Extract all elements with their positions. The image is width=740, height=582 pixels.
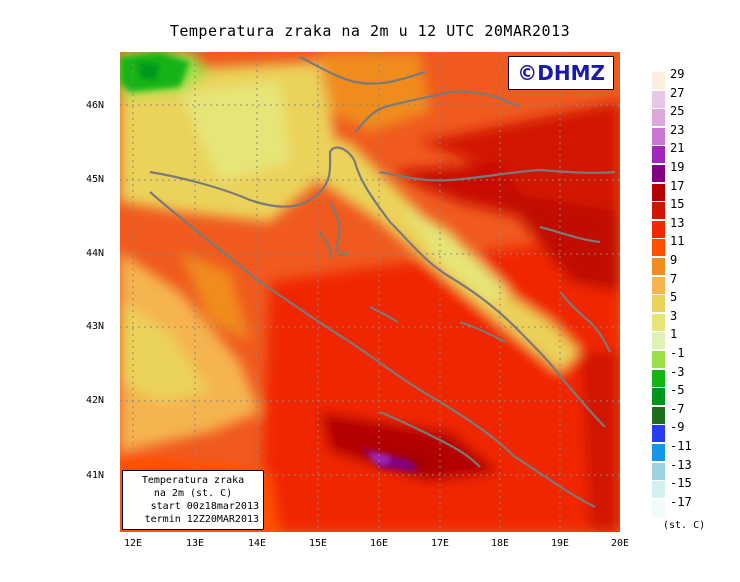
legend-label: 27	[670, 85, 685, 100]
lon-label: 18E	[490, 538, 510, 549]
legend-swatch	[652, 165, 665, 182]
legend-swatch	[652, 202, 665, 220]
legend-swatch	[652, 295, 665, 313]
legend-swatch	[652, 220, 665, 238]
lon-label: 14E	[247, 538, 267, 549]
legend-label: 19	[670, 160, 685, 174]
info-box: Temperatura zraka na 2m (st. C) start 00…	[122, 470, 264, 530]
legend-label: -13	[670, 457, 692, 472]
legend-label: -11	[670, 439, 692, 453]
coastlines	[149, 56, 616, 508]
legend-swatch	[652, 351, 665, 368]
legend-label: -3	[670, 364, 685, 379]
legend-label: 29	[670, 67, 685, 81]
lon-label: 20E	[610, 538, 630, 549]
legend-label: 11	[670, 234, 685, 249]
legend-swatch	[652, 109, 665, 127]
legend-label: -9	[670, 420, 685, 435]
legend-label: -15	[670, 476, 692, 491]
lon-label: 16E	[369, 538, 389, 549]
lat-label: 45N	[86, 174, 105, 185]
grid-lines	[120, 52, 620, 532]
legend-swatch	[652, 499, 665, 517]
legend-swatch	[652, 313, 665, 331]
lat-label: 42N	[86, 395, 105, 406]
info-line-variable: Temperatura zraka	[141, 475, 245, 486]
legend-label: 15	[670, 197, 685, 212]
lon-label: 15E	[308, 538, 328, 549]
info-line-valid: termin 12Z20MAR2013	[144, 514, 259, 525]
dhmz-logo: ©DHMZ	[508, 56, 614, 90]
legend-label: 7	[670, 271, 678, 286]
lat-label: 41N	[86, 470, 105, 481]
lon-label: 19E	[550, 538, 570, 549]
legend-swatch	[652, 425, 665, 443]
legend-swatch	[652, 481, 665, 499]
legend-label: -1	[670, 346, 685, 360]
lat-label: 43N	[86, 321, 105, 332]
legend-units: (st. C)	[663, 520, 706, 531]
legend-swatch	[652, 332, 665, 350]
lon-label: 17E	[430, 538, 450, 549]
map-canvas	[120, 52, 620, 532]
legend-swatch	[652, 276, 665, 294]
legend-label: 3	[670, 308, 678, 323]
lon-label: 12E	[123, 538, 143, 549]
legend-swatch	[652, 444, 665, 461]
legend-swatch	[652, 72, 665, 89]
legend-swatch	[652, 90, 665, 108]
legend-swatch	[652, 258, 665, 275]
legend-label: 13	[670, 215, 685, 230]
legend-label: 23	[670, 122, 685, 137]
legend-label: 9	[670, 253, 678, 267]
legend-swatch	[652, 183, 665, 201]
legend-swatch	[652, 388, 665, 406]
lat-label: 46N	[86, 100, 105, 111]
legend-swatch	[652, 127, 665, 145]
lon-label: 13E	[185, 538, 205, 549]
legend-swatch	[652, 462, 665, 480]
legend-label: 5	[670, 290, 678, 305]
info-line-units: na 2m (st. C)	[153, 488, 233, 499]
legend-label: -5	[670, 383, 685, 398]
legend-label: 21	[670, 141, 685, 156]
legend-label: -7	[670, 401, 685, 416]
map-title: Temperatura zraka na 2m u 12 UTC 20MAR20…	[169, 22, 571, 40]
legend-swatch	[652, 146, 665, 164]
legend-label: 25	[670, 104, 685, 119]
info-line-start: start 00z18mar2013	[150, 501, 259, 512]
legend-label: -17	[670, 494, 692, 509]
legend-label: 1	[670, 327, 678, 342]
temperature-map: ©DHMZ Temperatura zraka na 2m (st. C) st…	[120, 52, 620, 532]
legend-swatch	[652, 369, 665, 387]
legend-label: 17	[670, 178, 685, 193]
legend-swatch	[652, 406, 665, 424]
lat-label: 44N	[86, 248, 105, 259]
legend-swatch	[652, 239, 665, 257]
